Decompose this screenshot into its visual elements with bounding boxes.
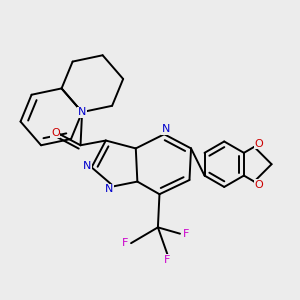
Text: F: F [182,229,189,239]
Text: F: F [164,255,171,265]
Text: O: O [51,128,60,138]
Text: N: N [83,161,91,171]
Text: N: N [78,107,86,117]
Text: N: N [162,124,170,134]
Text: O: O [255,139,263,149]
Text: O: O [255,180,263,190]
Text: N: N [105,184,113,194]
Text: F: F [122,238,129,248]
